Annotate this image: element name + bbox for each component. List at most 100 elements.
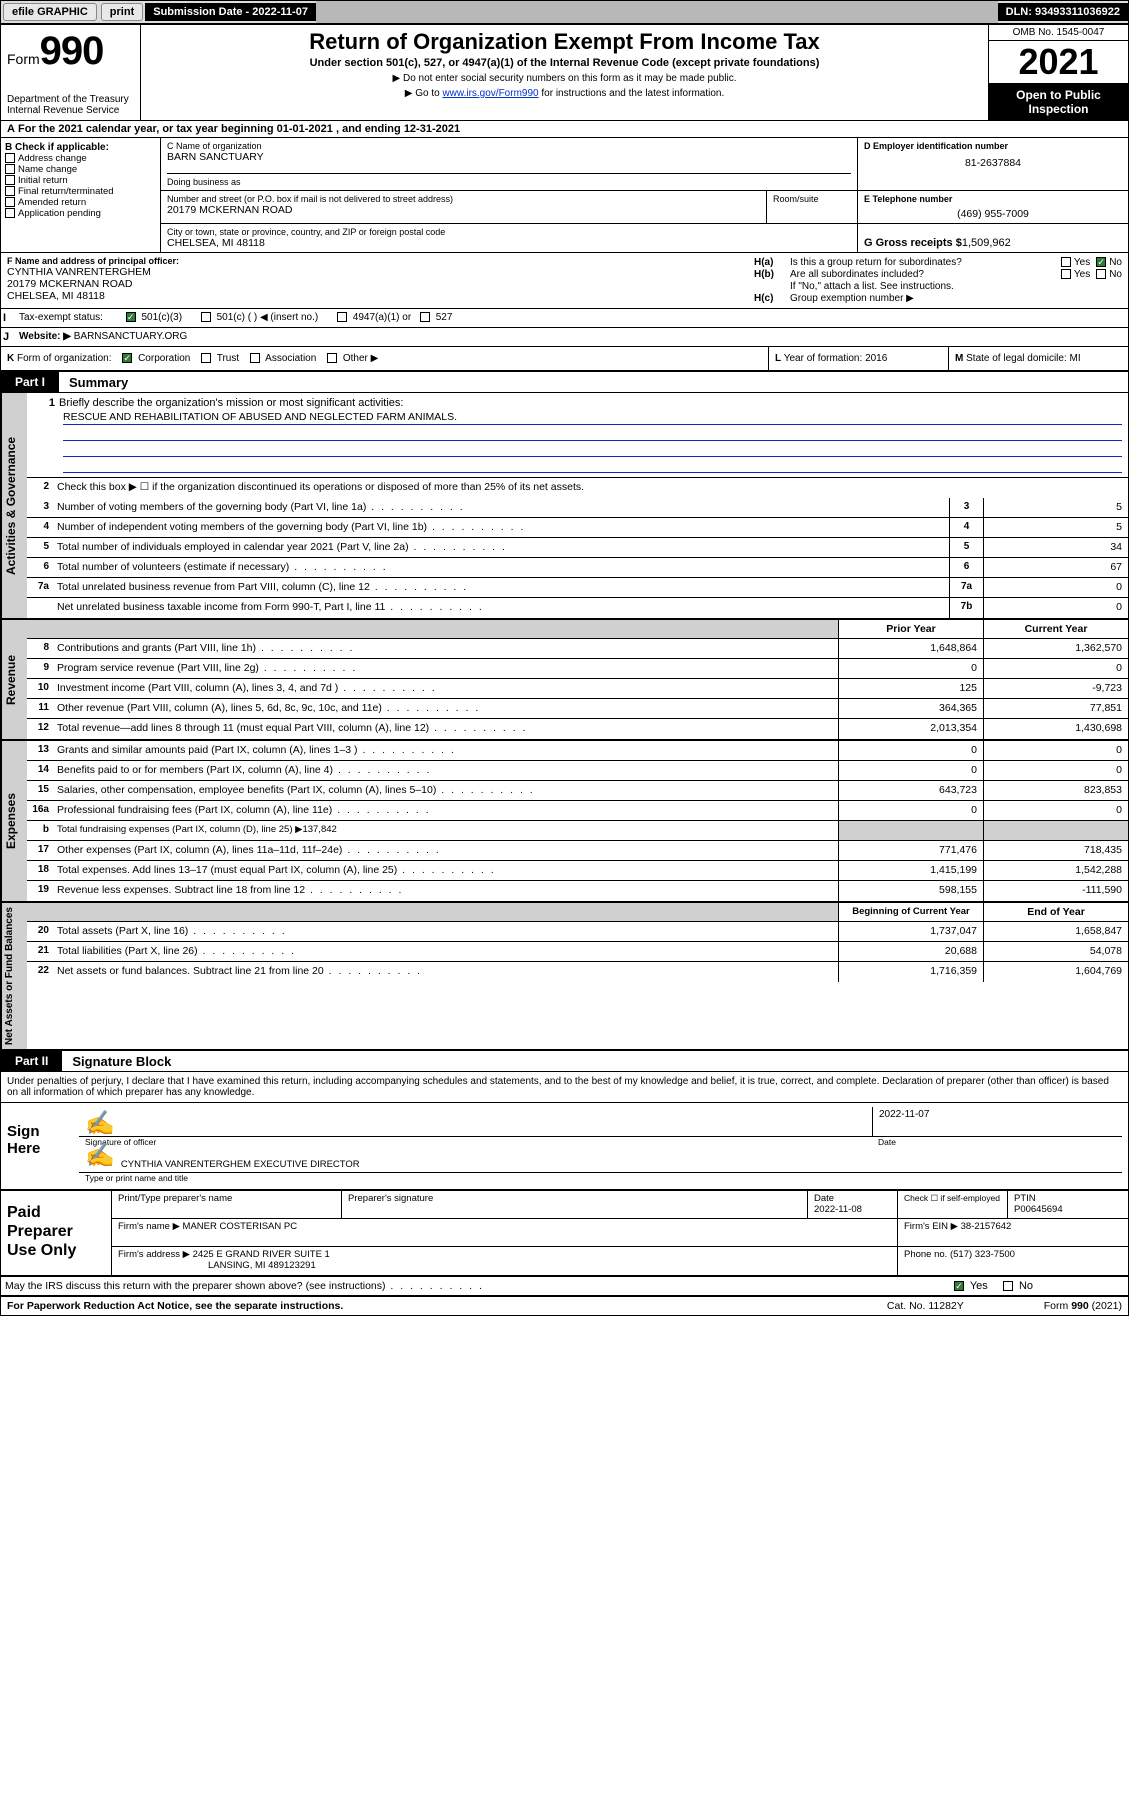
street-box: Number and street (or P.O. box if mail i… bbox=[161, 191, 767, 223]
mission-text: RESCUE AND REHABILITATION OF ABUSED AND … bbox=[63, 411, 1122, 425]
website-label: Website: ▶ bbox=[19, 331, 71, 342]
dba-label: Doing business as bbox=[167, 173, 851, 187]
part1-title: Summary bbox=[59, 375, 128, 390]
print-button[interactable]: print bbox=[101, 3, 143, 21]
row-val: 5 bbox=[983, 498, 1128, 517]
chk-corp[interactable]: Corporation bbox=[122, 353, 190, 364]
row-num: 21 bbox=[27, 942, 53, 961]
form-number: Form990 bbox=[7, 29, 134, 74]
discuss-yes-label: Yes bbox=[970, 1280, 988, 1292]
firm-addr1: 2425 E GRAND RIVER SUITE 1 bbox=[193, 1249, 330, 1260]
paid-preparer-label: Paid Preparer Use Only bbox=[1, 1191, 111, 1275]
firm-ein-value: 38-2157642 bbox=[961, 1221, 1012, 1232]
summary-row: 20Total assets (Part X, line 16)1,737,04… bbox=[27, 922, 1128, 942]
hb-yes-label: Yes bbox=[1074, 269, 1090, 280]
chk-final-return[interactable]: Final return/terminated bbox=[5, 186, 156, 197]
sign-here-label: Sign Here bbox=[1, 1103, 73, 1189]
irs-link[interactable]: www.irs.gov/Form990 bbox=[442, 88, 538, 99]
chk-501c[interactable]: 501(c) ( ) ◀ (insert no.) bbox=[201, 312, 318, 323]
summary-row: 5Total number of individuals employed in… bbox=[27, 538, 1128, 558]
line-16b-num: b bbox=[27, 821, 53, 840]
row-num: 5 bbox=[27, 538, 53, 557]
g-label: G Gross receipts $ bbox=[864, 237, 962, 249]
sig-arrow-icon: ✍ bbox=[85, 1109, 115, 1138]
row-num: 16a bbox=[27, 801, 53, 820]
firm-addr-label: Firm's address ▶ bbox=[118, 1249, 193, 1260]
row-prior: 2,013,354 bbox=[838, 719, 983, 739]
chk-501c3[interactable]: 501(c)(3) bbox=[126, 312, 182, 323]
hdr-end: End of Year bbox=[983, 903, 1128, 921]
row-current: 1,542,288 bbox=[983, 861, 1128, 880]
goto-pre: ▶ Go to bbox=[405, 88, 443, 99]
hb-no[interactable]: No bbox=[1096, 269, 1122, 280]
row-num: 7a bbox=[27, 578, 53, 597]
footer-right-pre: Form bbox=[1044, 1300, 1071, 1312]
row-prior: 0 bbox=[838, 741, 983, 760]
summary-row: 11Other revenue (Part VIII, column (A), … bbox=[27, 699, 1128, 719]
row-prior: 20,688 bbox=[838, 942, 983, 961]
row-prior: 643,723 bbox=[838, 781, 983, 800]
chk-trust[interactable]: Trust bbox=[201, 353, 239, 364]
row-prior: 771,476 bbox=[838, 841, 983, 860]
firm-name-label: Firm's name ▶ bbox=[118, 1221, 183, 1232]
ha-text: Is this a group return for subordinates? bbox=[790, 257, 1061, 268]
row-num: 17 bbox=[27, 841, 53, 860]
h-box: H(a) Is this a group return for subordin… bbox=[748, 253, 1128, 308]
state-domicile-value: MI bbox=[1070, 353, 1081, 364]
row-box: 5 bbox=[949, 538, 983, 557]
row-num: 6 bbox=[27, 558, 53, 577]
mission-line-4 bbox=[63, 459, 1122, 473]
chk-address-change[interactable]: Address change bbox=[5, 153, 156, 164]
d-label: D Employer identification number bbox=[864, 141, 1122, 151]
chk-initial-return[interactable]: Initial return bbox=[5, 175, 156, 186]
discuss-row: May the IRS discuss this return with the… bbox=[1, 1277, 1128, 1297]
chk-527[interactable]: 527 bbox=[420, 312, 452, 323]
row-num: 22 bbox=[27, 962, 53, 982]
chk-other[interactable]: Other ▶ bbox=[327, 353, 378, 364]
row-current: 1,604,769 bbox=[983, 962, 1128, 982]
row-val: 0 bbox=[983, 598, 1128, 618]
ha-yes[interactable]: Yes bbox=[1061, 257, 1090, 268]
ssn-note: ▶ Do not enter social security numbers o… bbox=[147, 73, 982, 84]
summary-row: 21Total liabilities (Part X, line 26)20,… bbox=[27, 942, 1128, 962]
chk-assoc[interactable]: Association bbox=[250, 353, 316, 364]
summary-row: 8Contributions and grants (Part VIII, li… bbox=[27, 639, 1128, 659]
form-org-row: K Form of organization: Corporation Trus… bbox=[1, 347, 768, 370]
efile-button[interactable]: efile GRAPHIC bbox=[3, 3, 97, 21]
city-box: City or town, state or province, country… bbox=[161, 224, 858, 252]
year-formation-label: Year of formation: bbox=[781, 353, 865, 364]
b-label: B Check if applicable: bbox=[5, 142, 156, 153]
gross-receipts: 1,509,962 bbox=[962, 237, 1011, 249]
row-text: Salaries, other compensation, employee b… bbox=[53, 781, 838, 800]
ptin-value: P00645694 bbox=[1014, 1204, 1122, 1215]
hb-label: H(b) bbox=[754, 269, 790, 280]
opt-527: 527 bbox=[436, 312, 453, 323]
row-text: Other revenue (Part VIII, column (A), li… bbox=[53, 699, 838, 718]
chk-name-change[interactable]: Name change bbox=[5, 164, 156, 175]
row-text: Contributions and grants (Part VIII, lin… bbox=[53, 639, 838, 658]
officer-name-line: ✍ CYNTHIA VANRENTERGHEM EXECUTIVE DIRECT… bbox=[79, 1149, 1122, 1173]
hb-yes[interactable]: Yes bbox=[1061, 269, 1090, 280]
row-current: -111,590 bbox=[983, 881, 1128, 901]
ha-no[interactable]: No bbox=[1096, 257, 1122, 268]
row-text: Total expenses. Add lines 13–17 (must eq… bbox=[53, 861, 838, 880]
chk-4947[interactable]: 4947(a)(1) or bbox=[337, 312, 411, 323]
chk-application-pending[interactable]: Application pending bbox=[5, 208, 156, 219]
row-val: 67 bbox=[983, 558, 1128, 577]
line-16b-val: 137,842 bbox=[302, 824, 336, 835]
row-num: 15 bbox=[27, 781, 53, 800]
row-num: 10 bbox=[27, 679, 53, 698]
discuss-no-label: No bbox=[1019, 1280, 1033, 1292]
summary-row: 17Other expenses (Part IX, column (A), l… bbox=[27, 841, 1128, 861]
row-text: Net assets or fund balances. Subtract li… bbox=[53, 962, 838, 982]
pp-selfemployed[interactable]: Check ☐ if self-employed bbox=[898, 1191, 1008, 1218]
discuss-yes[interactable]: Yes bbox=[954, 1280, 988, 1292]
sig-officer-caption: Signature of officer bbox=[79, 1137, 872, 1149]
exp-section: Expenses 13Grants and similar amounts pa… bbox=[1, 741, 1128, 903]
rev-section: Revenue Prior Year Current Year 8Contrib… bbox=[1, 620, 1128, 741]
row-text: Revenue less expenses. Subtract line 18 … bbox=[53, 881, 838, 901]
row-val: 5 bbox=[983, 518, 1128, 537]
part2-title: Signature Block bbox=[62, 1054, 171, 1069]
chk-amended-return[interactable]: Amended return bbox=[5, 197, 156, 208]
discuss-no[interactable]: No bbox=[1003, 1280, 1033, 1292]
